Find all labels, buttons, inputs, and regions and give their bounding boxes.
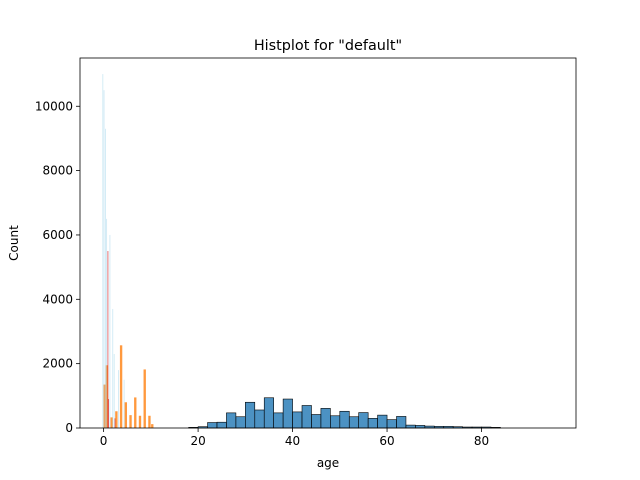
histogram-bar <box>235 416 246 429</box>
histogram-bar <box>129 415 132 428</box>
histogram-bar <box>348 416 360 429</box>
histogram-bar <box>105 128 106 428</box>
histogram-bar <box>134 397 137 428</box>
histogram-bar <box>311 414 322 429</box>
x-axis-label: age <box>317 456 339 470</box>
histogram-bar <box>102 74 104 428</box>
histogram-bar <box>151 424 154 428</box>
histogram-bar <box>282 398 293 429</box>
y-tick-label: 8000 <box>42 164 73 178</box>
histogram-bar <box>263 397 274 429</box>
histogram-bar <box>112 308 114 428</box>
histogram-bar <box>320 408 331 429</box>
y-tick-label: 2000 <box>42 357 73 371</box>
histogram-bar <box>330 415 341 429</box>
histogram-bar <box>216 421 227 429</box>
histogram-bar <box>148 415 151 428</box>
histogram-bar <box>103 384 106 428</box>
histogram-bar <box>396 416 407 429</box>
chart-title: Histplot for "default" <box>254 38 402 54</box>
x-tick-label: 20 <box>190 434 205 448</box>
histogram-bar <box>226 412 237 429</box>
histogram-bar <box>103 90 105 429</box>
histogram-bar <box>107 251 109 428</box>
histogram-bar <box>113 354 115 428</box>
x-tick-label: 60 <box>379 434 394 448</box>
histogram-bar <box>119 345 123 428</box>
histogram-bar <box>292 411 303 429</box>
plot-frame <box>79 57 577 429</box>
histogram-bar <box>245 401 256 429</box>
histogram-bar <box>143 369 146 428</box>
histogram-bar <box>118 370 119 428</box>
histogram-bar <box>123 379 125 428</box>
histogram-bar <box>110 417 113 428</box>
y-axis-label: Count <box>7 225 21 261</box>
x-tick-label: 40 <box>285 434 300 448</box>
y-tick-label: 10000 <box>35 99 73 113</box>
histogram-bar <box>115 411 118 428</box>
histogram-bar <box>254 409 265 429</box>
x-tick-label: 80 <box>474 434 489 448</box>
x-tick-label: 0 <box>100 434 108 448</box>
histogram-bar <box>207 422 218 429</box>
ticks-layer: 0 20 40 60 80 0 2000 4000 6000 8000 10000 <box>35 99 489 448</box>
histogram-bar <box>108 399 110 428</box>
histogram-bar <box>138 415 142 428</box>
histogram-bar <box>358 412 369 429</box>
histogram-bar <box>109 234 111 428</box>
histogram-bar <box>114 418 116 428</box>
histogram-bar <box>367 418 378 429</box>
y-tick-label: 0 <box>65 421 73 435</box>
histogram-bar <box>339 410 350 429</box>
histogram-bar <box>377 414 388 429</box>
y-tick-label: 6000 <box>42 228 73 242</box>
bars-layer <box>102 74 501 429</box>
histogram-bar <box>386 419 397 429</box>
histogram-bar <box>405 424 416 429</box>
histogram-bar <box>124 402 127 428</box>
histogram-bar <box>273 412 284 429</box>
histogram-bar <box>106 218 108 428</box>
histogram-bar <box>301 405 312 429</box>
y-tick-label: 4000 <box>42 292 73 306</box>
